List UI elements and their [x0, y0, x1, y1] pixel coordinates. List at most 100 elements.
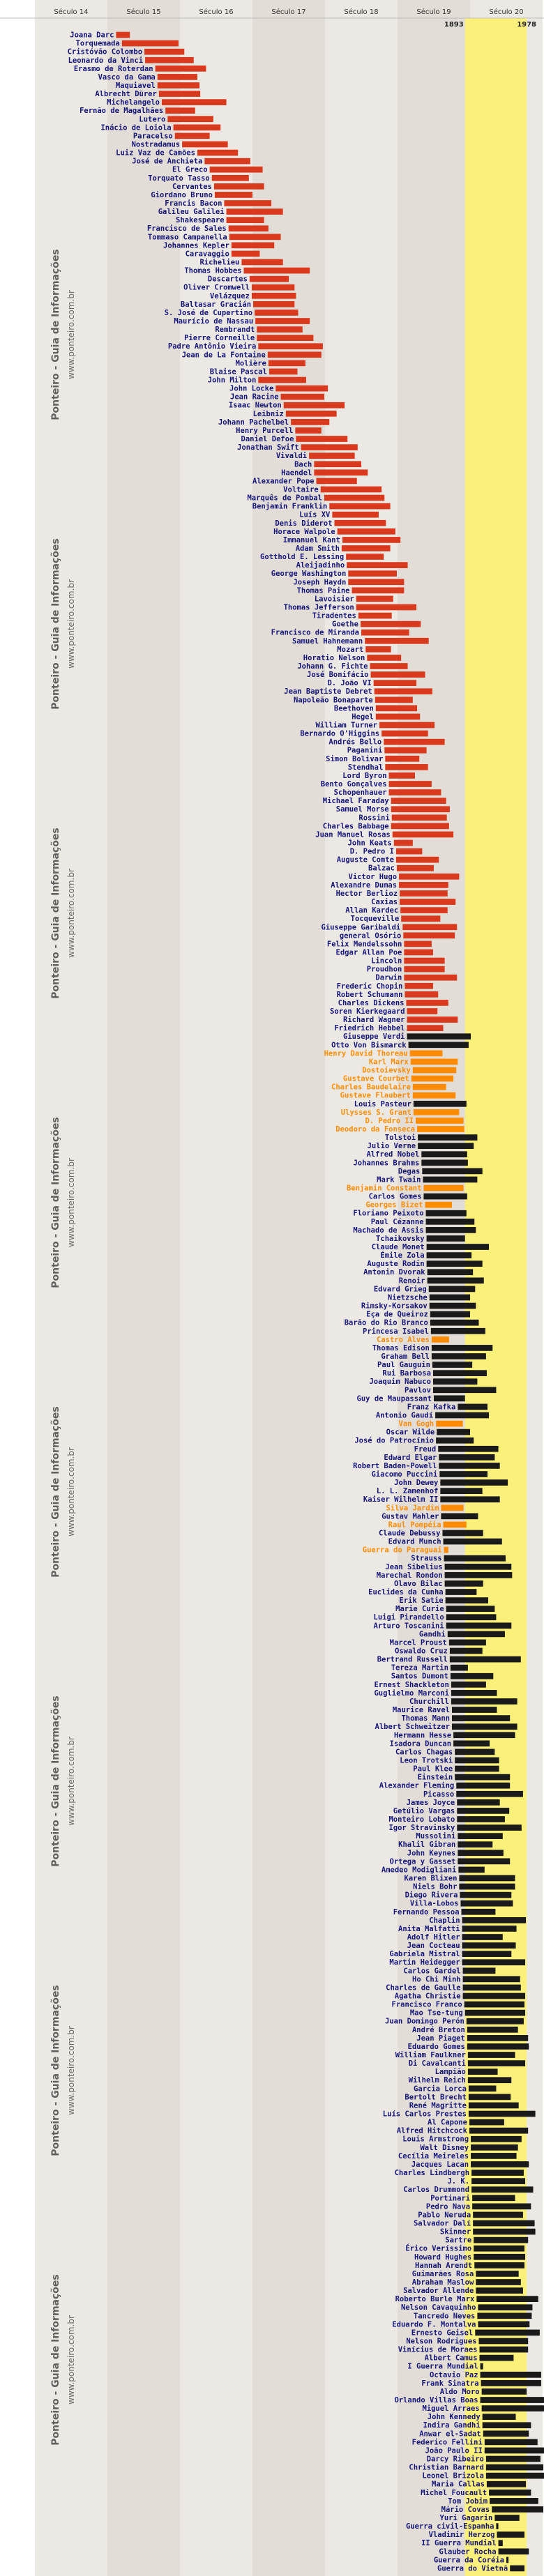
person-name: Otto Von Bismarck	[331, 1041, 407, 1049]
person-name: Machado de Assis	[353, 1226, 423, 1235]
person-name: Érico Veríssimo	[405, 2244, 471, 2253]
lifespan-bar	[342, 537, 401, 543]
lifespan-bar	[461, 1908, 496, 1915]
lifespan-bar	[456, 1790, 523, 1797]
person-name: Leonardo da Vinci	[68, 56, 143, 65]
lifespan-bar	[510, 2565, 524, 2572]
person-name: Émile Zola	[380, 1251, 424, 1260]
lifespan-bar	[410, 1058, 458, 1065]
person-name: Thomas Hobbes	[184, 267, 241, 275]
lifespan-bar	[391, 798, 446, 805]
lifespan-bar	[453, 1732, 515, 1739]
person-name: Gustave Courbet	[343, 1075, 409, 1083]
person-name: Giuseppe Verdi	[343, 1032, 405, 1041]
lifespan-bar	[462, 1942, 516, 1949]
watermark-title: Ponteiro - Guia de Informações	[50, 538, 61, 709]
person-name: Charles Baudelaire	[331, 1083, 411, 1092]
person-name: Tiradentes	[312, 612, 356, 620]
lifespan-bar	[423, 1184, 464, 1191]
lifespan-bar	[498, 2548, 529, 2555]
lifespan-bar	[481, 2388, 527, 2395]
person-name: Frederic Chopin	[337, 982, 403, 991]
person-name: Nelson Cavaquinho	[401, 2303, 476, 2312]
lifespan-bar	[255, 310, 299, 316]
lifespan-bar	[459, 1875, 515, 1882]
person-name: André Breton	[412, 2026, 465, 2034]
person-name: Walt Disney	[420, 2144, 469, 2152]
person-name: Balzac	[368, 864, 395, 873]
lifespan-bar	[375, 705, 418, 712]
person-name: Gabriela Mistral	[389, 1950, 460, 1958]
lifespan-bar	[418, 1143, 474, 1149]
lifespan-bar	[391, 806, 450, 813]
person-name: general Osório	[340, 931, 402, 940]
lifespan-bar	[346, 554, 384, 560]
lifespan-bar	[431, 1336, 449, 1343]
person-name: Churchill	[409, 1698, 449, 1706]
lifespan-bar	[407, 1016, 458, 1023]
person-name: Horace Walpole	[273, 528, 335, 536]
person-name: Pablo Neruda	[418, 2211, 471, 2219]
lifespan-bar	[467, 2068, 498, 2075]
watermark-url: www.ponteiro.com.br	[66, 2026, 76, 2115]
lifespan-bar	[462, 1926, 517, 1932]
person-name: Lord Byron	[342, 772, 386, 780]
person-name: Arturo Toscanini	[374, 1622, 444, 1630]
lifespan-bar	[404, 966, 445, 973]
lifespan-bar	[473, 2220, 535, 2227]
lifespan-bar	[399, 873, 460, 880]
lifespan-bar	[228, 225, 269, 232]
person-name: Benjamin Franklin	[252, 503, 327, 511]
lifespan-bar	[483, 2430, 529, 2437]
lifespan-bar	[358, 612, 392, 619]
person-name: Adam Smith	[296, 544, 340, 553]
person-name: Cecília Meireles	[398, 2152, 469, 2160]
lifespan-bar	[468, 2094, 511, 2101]
person-name: L. L. Zamenhof	[377, 1487, 439, 1495]
lifespan-bar	[365, 646, 391, 653]
person-name: Monteiro Lobato	[388, 1815, 455, 1824]
person-name: Charles de Gaulle	[386, 1983, 460, 1992]
lifespan-bar	[449, 1647, 483, 1654]
person-name: Mark Twain	[377, 1175, 421, 1184]
lifespan-bar	[450, 1672, 494, 1679]
lifespan-bar	[479, 2346, 529, 2353]
person-name: Daniel Defoe	[241, 435, 294, 443]
person-name: D. Pedro I	[350, 848, 394, 856]
lifespan-bar	[451, 1690, 497, 1696]
person-name: Samuel Hahnemann	[292, 637, 363, 646]
lifespan-bar	[459, 1883, 515, 1890]
lifespan-bar	[425, 1218, 475, 1225]
lifespan-bar	[426, 1235, 465, 1242]
lifespan-bar	[285, 410, 337, 417]
person-name: Voltaire	[283, 485, 319, 494]
person-name: Julio Verne	[368, 1142, 416, 1150]
lifespan-bar	[385, 764, 428, 770]
lifespan-bar	[416, 1118, 464, 1124]
person-name: Franz Kafka	[407, 1403, 456, 1411]
person-name: Oswaldo Cruz	[395, 1647, 448, 1656]
person-name: Molière	[236, 359, 266, 367]
lifespan-bar	[388, 789, 441, 795]
person-name: Salvador Allende	[403, 2287, 474, 2295]
lifespan-bar	[224, 200, 272, 206]
person-name: Joseph Haydn	[293, 578, 346, 586]
lifespan-bar	[384, 738, 445, 745]
lifespan-bar	[413, 1100, 467, 1107]
lifespan-bar	[243, 267, 310, 274]
lifespan-bar	[381, 730, 428, 737]
century-label: Século 16	[199, 8, 233, 16]
lifespan-bar	[484, 2439, 538, 2446]
person-name: Cristóvão Colombo	[68, 48, 142, 56]
lifespan-bar	[496, 2523, 499, 2529]
person-name: Paul Gauguin	[377, 1361, 430, 1369]
person-name: Karl Marx	[369, 1058, 409, 1066]
person-name: Carlos Drummond	[403, 2186, 469, 2194]
lifespan-bar	[467, 2026, 518, 2033]
person-name: Henry Purcell	[236, 427, 293, 435]
person-name: James Joyce	[407, 1799, 455, 1807]
lifespan-bar	[231, 250, 260, 257]
person-name: Ernest Shackleton	[374, 1681, 448, 1689]
person-name: Tereza Martin	[391, 1664, 448, 1672]
